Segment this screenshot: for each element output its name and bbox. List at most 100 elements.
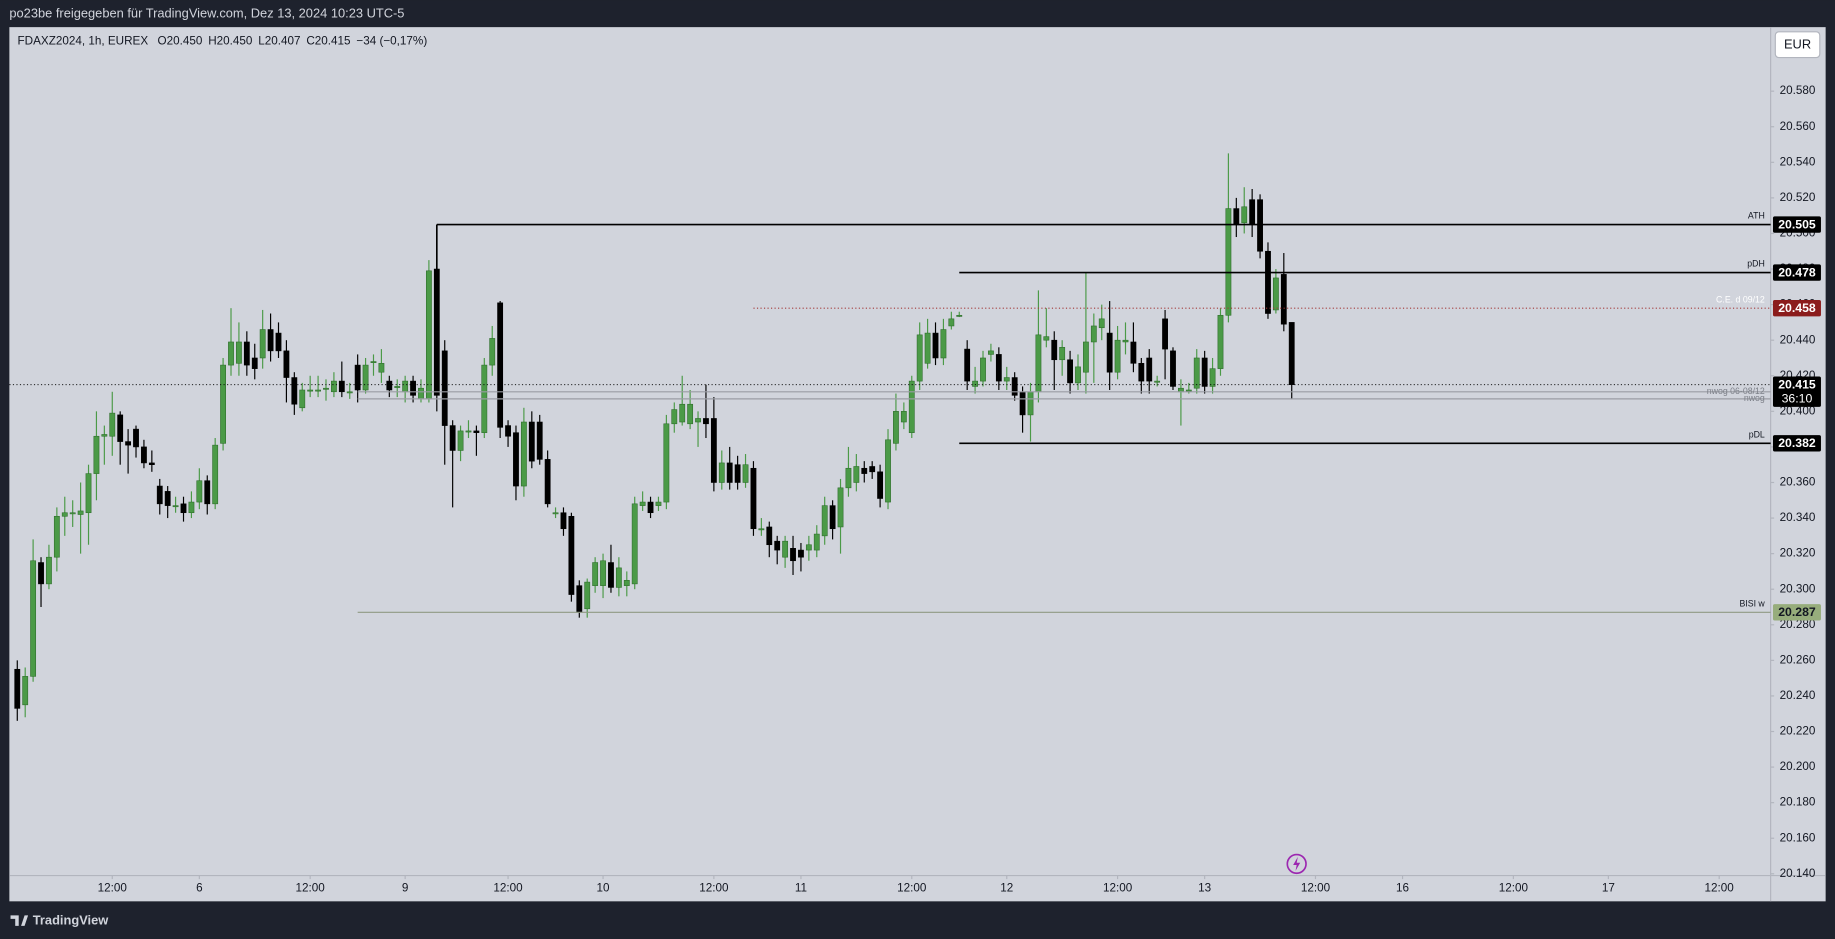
candle-body — [354, 364, 361, 391]
candle-body — [449, 425, 456, 451]
candle-body — [655, 501, 662, 506]
y-tick-label: 20.540 — [1780, 155, 1816, 168]
x-tick-label: 12:00 — [98, 882, 128, 895]
candle-body — [893, 411, 899, 444]
candle-body — [679, 403, 686, 423]
candle-body — [228, 341, 234, 366]
candle-body — [291, 377, 298, 405]
level-name: pDH — [1747, 259, 1765, 269]
candle-body — [394, 386, 401, 388]
legend-open: O20.450 — [157, 34, 202, 47]
candle-body — [766, 526, 773, 546]
candle-body — [932, 332, 939, 359]
candle-body — [212, 444, 219, 505]
bar-countdown: 36:10 — [1782, 392, 1813, 406]
price-label: 20.505 — [1778, 217, 1816, 231]
x-tick-label: 12 — [1000, 882, 1013, 895]
candle-body — [1043, 336, 1050, 341]
header-text: po23be freigegeben für TradingView.com, … — [9, 6, 404, 21]
candle-body — [1217, 314, 1224, 369]
candle-body — [703, 418, 709, 425]
candle-body — [1122, 339, 1129, 343]
x-tick-label: 12:00 — [1301, 882, 1331, 895]
events-icon-bolt — [1293, 856, 1301, 871]
candle-body — [948, 318, 955, 327]
candle-body — [695, 418, 701, 423]
candle-body — [1249, 199, 1256, 225]
price-label-box — [1772, 264, 1821, 281]
candle-body — [924, 332, 931, 364]
candle-body — [647, 501, 654, 514]
events-icon[interactable] — [1286, 853, 1307, 875]
candle-body — [196, 480, 203, 503]
candle-body — [568, 515, 575, 595]
price-label-box — [1772, 604, 1821, 621]
candle-body — [813, 533, 820, 551]
price-label-box — [1772, 299, 1821, 317]
price-label-box — [1772, 435, 1821, 452]
candle-body — [1193, 357, 1200, 389]
candle-body — [623, 580, 630, 586]
candle-body — [1098, 318, 1105, 329]
candle-body — [85, 473, 92, 514]
candle-body — [267, 329, 274, 352]
candle-body — [1146, 357, 1153, 382]
y-tick-label: 20.220 — [1780, 725, 1816, 738]
candle-body — [1241, 206, 1248, 224]
candle-body — [425, 270, 432, 400]
x-tick-label: 9 — [402, 882, 409, 895]
candle-body — [1138, 363, 1145, 382]
candle-body — [592, 562, 599, 586]
legend-close: C20.415 — [306, 34, 351, 47]
x-tick-label: 10 — [597, 882, 611, 895]
candle-body — [908, 380, 915, 433]
candle-body — [821, 505, 828, 537]
y-tick-label: 20.320 — [1780, 547, 1816, 560]
currency-button[interactable] — [1774, 31, 1821, 59]
candle-body — [718, 462, 725, 483]
candle-body — [338, 380, 345, 393]
candle-body — [1225, 208, 1232, 316]
x-tick-label: 12:00 — [1499, 882, 1529, 895]
levels: ATH 20.505 pDH 20.478 C.E. d 09/12 20.458 nwog… — [9, 211, 1821, 621]
candle-body — [845, 467, 852, 489]
brand-logo — [10, 915, 29, 926]
chart-background — [9, 27, 1826, 902]
candle-body — [671, 409, 678, 425]
candle-body — [14, 668, 21, 709]
candle-body — [236, 341, 242, 364]
candle-body — [1083, 341, 1089, 373]
candle-body — [180, 503, 187, 514]
level-name: pDL — [1749, 429, 1765, 439]
x-tick-label: 12:00 — [493, 882, 523, 895]
candle-body — [1170, 350, 1176, 387]
legend-high: H20.450 — [208, 34, 253, 47]
x-tick-label: 11 — [795, 882, 807, 895]
candle-body — [46, 556, 52, 585]
candle-body — [465, 430, 472, 433]
y-tick-label: 20.440 — [1780, 333, 1816, 346]
candle-body — [148, 462, 155, 465]
candle-body — [1209, 368, 1216, 387]
y-tick-label: 20.580 — [1780, 84, 1816, 97]
candle-body — [441, 350, 448, 426]
candle-body — [1233, 208, 1240, 225]
x-tick-label: 12:00 — [699, 882, 729, 895]
candle-body — [1288, 322, 1295, 385]
candle-body — [275, 332, 282, 352]
y-tick-label: 20.160 — [1780, 831, 1816, 844]
candle-body — [117, 414, 124, 442]
brand-name: TradingView — [33, 913, 110, 928]
x-tick-label: 12:00 — [296, 882, 326, 895]
candle-body — [798, 549, 804, 558]
legend-symbol: FDAXZ2024, 1h, EUREX — [18, 34, 149, 47]
candle-body — [164, 491, 171, 506]
last-price-box — [1772, 376, 1821, 407]
candle-body — [38, 562, 44, 585]
candle-body — [1090, 325, 1097, 343]
level-name: nwog — [1744, 393, 1765, 403]
candle-body — [520, 421, 527, 487]
candle-body — [251, 357, 258, 369]
